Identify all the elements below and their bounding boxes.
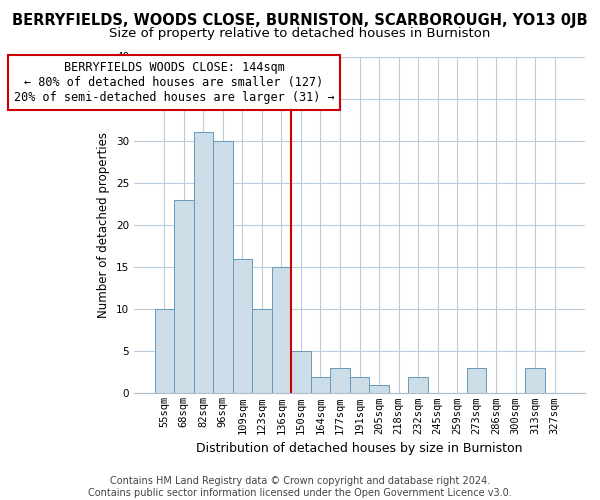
Bar <box>174 200 194 394</box>
Text: Contains HM Land Registry data © Crown copyright and database right 2024.
Contai: Contains HM Land Registry data © Crown c… <box>88 476 512 498</box>
Bar <box>409 376 428 394</box>
Bar <box>291 352 311 394</box>
Text: BERRYFIELDS WOODS CLOSE: 144sqm
← 80% of detached houses are smaller (127)
20% o: BERRYFIELDS WOODS CLOSE: 144sqm ← 80% of… <box>14 60 334 104</box>
Text: Size of property relative to detached houses in Burniston: Size of property relative to detached ho… <box>109 28 491 40</box>
Bar <box>233 258 252 394</box>
Bar <box>311 376 330 394</box>
Y-axis label: Number of detached properties: Number of detached properties <box>97 132 110 318</box>
X-axis label: Distribution of detached houses by size in Burniston: Distribution of detached houses by size … <box>196 442 523 455</box>
Bar <box>526 368 545 394</box>
Bar <box>213 140 233 394</box>
Bar <box>252 309 272 394</box>
Bar <box>155 309 174 394</box>
Bar <box>330 368 350 394</box>
Bar <box>350 376 369 394</box>
Bar <box>467 368 487 394</box>
Bar <box>272 267 291 394</box>
Bar <box>369 385 389 394</box>
Text: BERRYFIELDS, WOODS CLOSE, BURNISTON, SCARBOROUGH, YO13 0JB: BERRYFIELDS, WOODS CLOSE, BURNISTON, SCA… <box>12 12 588 28</box>
Bar <box>194 132 213 394</box>
